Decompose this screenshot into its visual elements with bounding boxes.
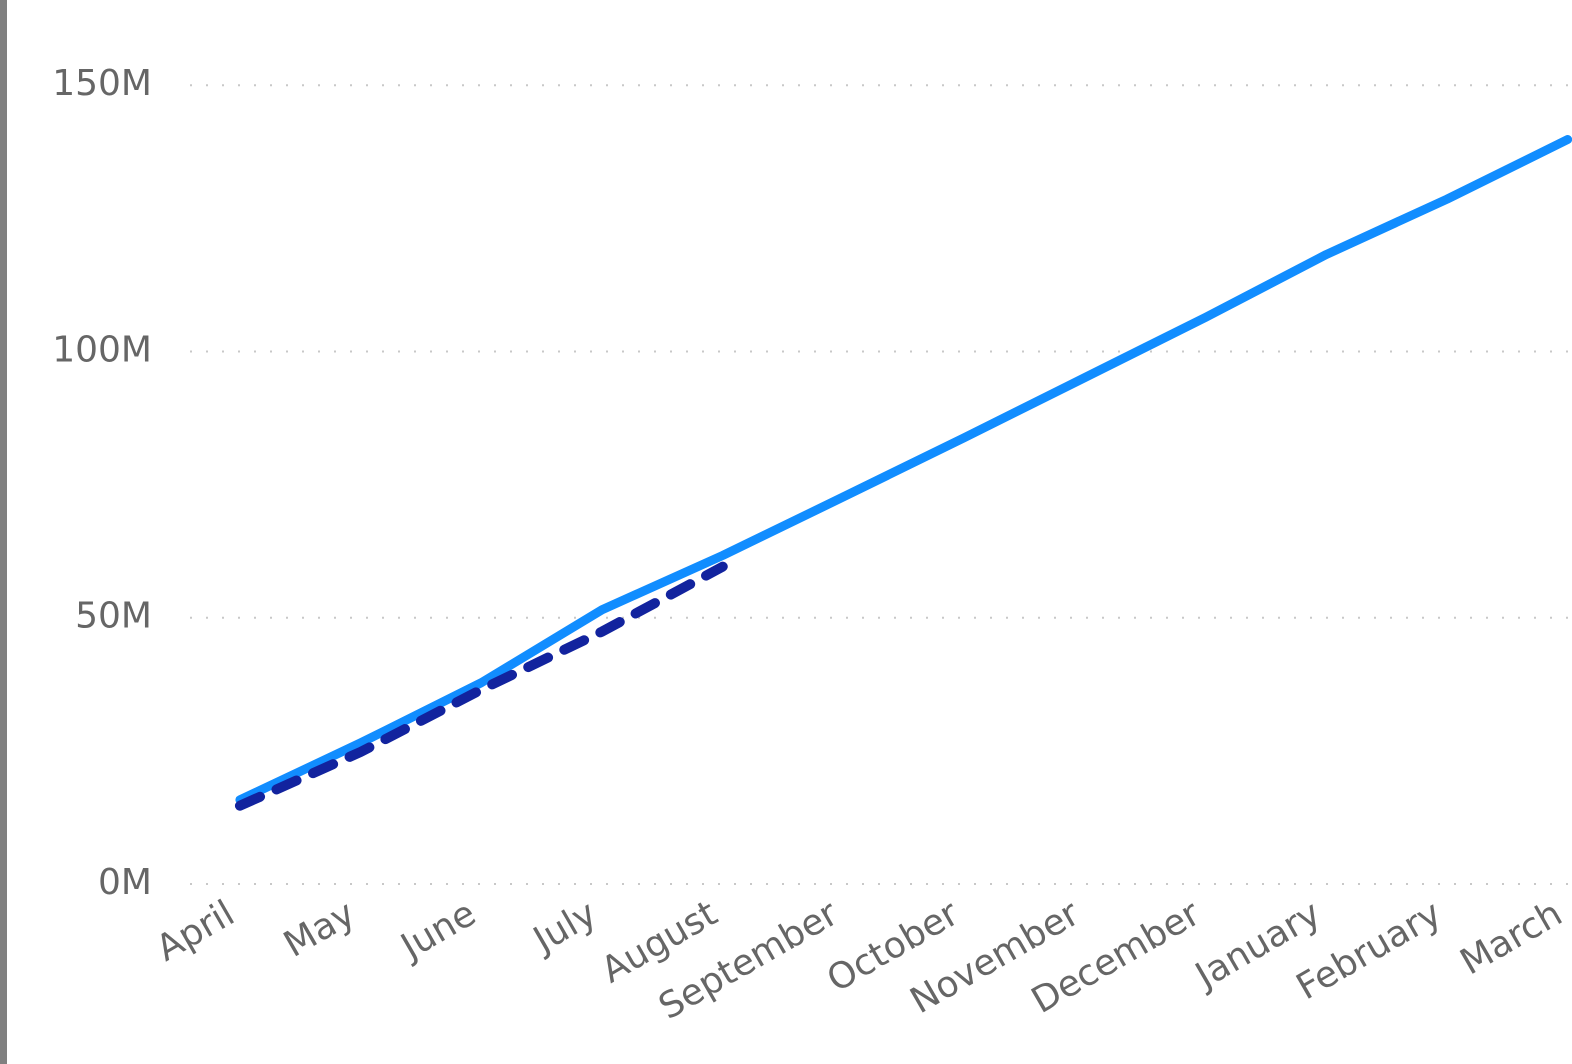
dashed-line	[234, 561, 728, 811]
y-tick-label: 150M	[52, 63, 152, 104]
x-tick-label: May	[277, 893, 362, 966]
left-border	[0, 0, 7, 1064]
x-tick-label: June	[393, 893, 483, 969]
x-tick-label: July	[525, 893, 603, 962]
y-tick-label: 100M	[52, 329, 152, 370]
y-tick-label: 0M	[98, 862, 152, 903]
y-tick-label: 50M	[75, 596, 152, 637]
line	[235, 135, 1572, 805]
x-tick-label: March	[1454, 893, 1570, 983]
x-tick-label: April	[150, 893, 242, 970]
